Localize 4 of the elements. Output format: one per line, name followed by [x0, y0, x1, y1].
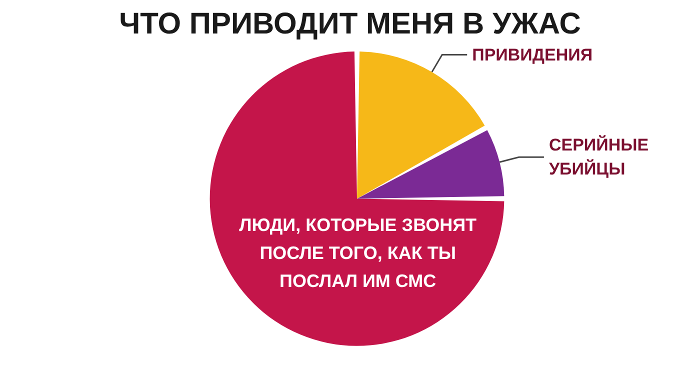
chart-title: ЧТО ПРИВОДИТ МЕНЯ В УЖАС — [119, 8, 581, 40]
slice-label: ПРИВИДЕНИЯ — [472, 45, 593, 64]
slice-label: СЕРИЙНЫЕ УБИЙЦЫ — [548, 134, 649, 179]
slice-label: ЛЮДИ, КОТОРЫЕ ЗВОНЯТ ПОСЛЕ ТОГО, КАК ТЫ ПОСЛАЛ ИМ СМС — [239, 214, 477, 291]
